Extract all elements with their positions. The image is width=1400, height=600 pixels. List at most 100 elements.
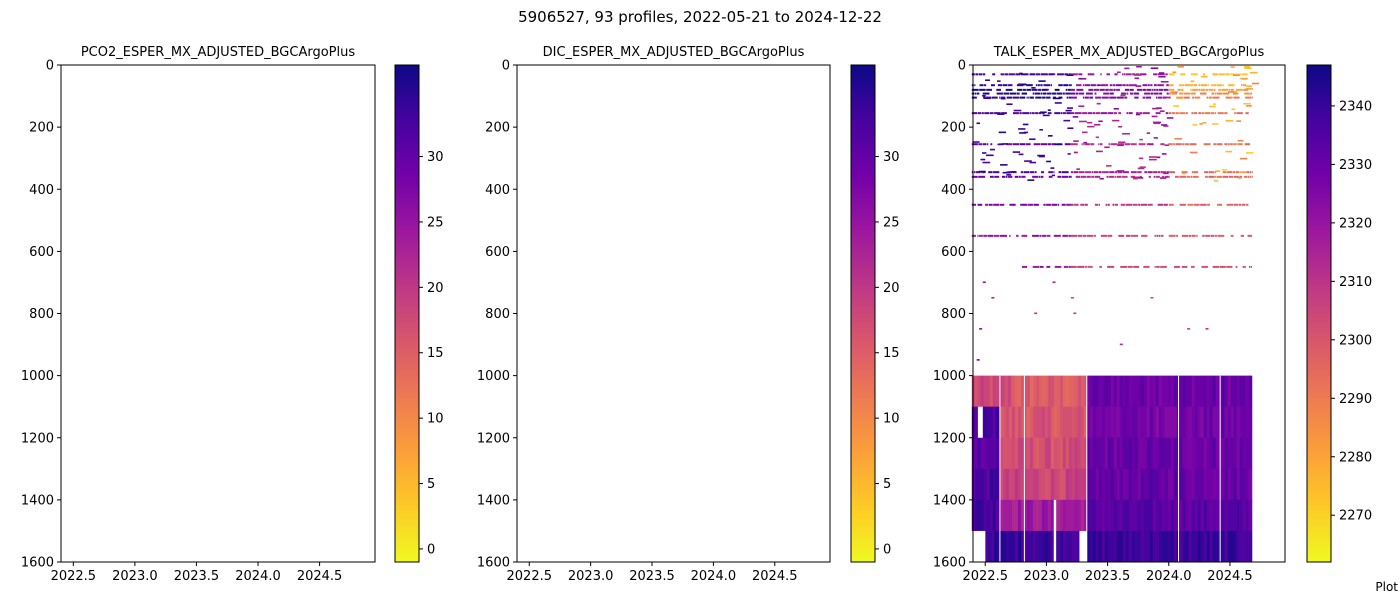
heatmap-cell: [1155, 406, 1160, 439]
heatmap-cell: [974, 437, 979, 470]
heatmap-cell: [1116, 530, 1121, 563]
heatmap-cell: [1128, 499, 1133, 532]
heatmap-cell: [1125, 203, 1133, 206]
heatmap-cell: [1095, 136, 1099, 139]
heatmap-cell: [1018, 128, 1026, 130]
heatmap-cell: [1002, 468, 1007, 501]
heatmap-cell: [1224, 530, 1228, 563]
heatmap-cell: [1014, 468, 1019, 501]
heatmap-cell: [1135, 113, 1141, 116]
heatmap-cell: [1157, 73, 1165, 76]
heatmap-cell: [1179, 406, 1184, 439]
heatmap-cell: [1242, 437, 1246, 470]
heatmap-cell: [1040, 73, 1048, 76]
heatmap-cell: [1062, 437, 1067, 470]
heatmap-cell: [1042, 96, 1046, 99]
heatmap-cell: [991, 296, 995, 299]
heatmap-cell: [1129, 88, 1134, 91]
heatmap-cell: [1094, 175, 1101, 178]
heatmap-cell: [1084, 84, 1091, 87]
heatmap-cell: [1062, 468, 1067, 501]
heatmap-cell: [1065, 92, 1071, 95]
x-tick-label: 2022.5: [507, 569, 553, 584]
heatmap-cell: [1029, 499, 1034, 532]
heatmap-cell: [1035, 406, 1040, 439]
heatmap-cell: [1064, 143, 1071, 146]
heatmap-cell: [1070, 88, 1075, 91]
heatmap-cell: [1197, 406, 1201, 439]
heatmap-cell: [1015, 530, 1019, 563]
heatmap-cell: [1034, 171, 1037, 174]
heatmap-cell: [1022, 123, 1029, 126]
heatmap-cell: [1053, 468, 1058, 501]
heatmap-cell: [1239, 530, 1243, 563]
heatmap-cell: [1251, 406, 1253, 439]
heatmap-cell: [1194, 468, 1199, 501]
heatmap-cell: [996, 80, 1001, 82]
heatmap-cell: [1009, 203, 1016, 206]
heatmap-cell: [1096, 84, 1103, 87]
heatmap-cell: [1167, 406, 1172, 439]
heatmap-cell: [1153, 73, 1158, 76]
heatmap-cell: [986, 375, 991, 407]
heatmap-cell: [1061, 175, 1069, 178]
heatmap-cell: [1228, 175, 1234, 178]
heatmap-cell: [1021, 265, 1028, 268]
heatmap-cell: [988, 203, 993, 206]
heatmap-cell: [1242, 499, 1246, 532]
heatmap-cell: [1200, 530, 1204, 563]
heatmap-cell: [993, 203, 1000, 206]
heatmap-cell: [1168, 175, 1170, 178]
y-tick-label: 800: [29, 307, 54, 322]
heatmap-cell: [1108, 234, 1113, 237]
panel-3: TALK_ESPER_MX_ADJUSTED_BGCArgoPlus 2022.5…: [933, 45, 1372, 584]
heatmap-cell: [1029, 112, 1031, 115]
heatmap-cell: [974, 84, 976, 87]
heatmap-cell: [1054, 88, 1060, 91]
x-tick-label: 2024.5: [297, 569, 343, 584]
heatmap-cell: [1134, 77, 1140, 80]
heatmap-cell: [1161, 406, 1166, 439]
heatmap-cell: [1146, 375, 1151, 407]
heatmap-cell: [1146, 88, 1152, 91]
heatmap-cell: [1243, 175, 1248, 178]
heatmap-cell: [1092, 437, 1097, 470]
heatmap-cell: [1010, 375, 1013, 407]
heatmap-cell: [1138, 157, 1144, 160]
heatmap-cell: [1158, 499, 1163, 532]
heatmap-cell: [1222, 171, 1227, 174]
heatmap-cell: [1050, 468, 1055, 501]
heatmap-cell: [1134, 92, 1140, 95]
heatmap-cell: [1225, 150, 1232, 153]
heatmap-cell: [1194, 375, 1199, 407]
heatmap-cell: [1184, 143, 1190, 146]
heatmap-cell: [1153, 175, 1156, 178]
heatmap-cell: [1086, 468, 1091, 501]
heatmap-cell: [1113, 406, 1118, 439]
heatmap-cell: [1203, 499, 1207, 532]
heatmap-cell: [1138, 203, 1141, 206]
heatmap-cell: [980, 468, 985, 501]
heatmap-cell: [1011, 499, 1016, 532]
heatmap-cell: [1005, 175, 1008, 178]
heatmap-cell: [1052, 97, 1061, 100]
heatmap-cell: [1173, 530, 1178, 563]
heatmap-cell: [1075, 92, 1079, 95]
heatmap-cell: [1024, 375, 1028, 407]
heatmap-cell: [1137, 375, 1142, 407]
heatmap-cell: [1104, 499, 1109, 532]
heatmap-cell: [1036, 375, 1040, 407]
heatmap-cell: [1233, 406, 1237, 439]
heatmap-cell: [1245, 112, 1249, 115]
heatmap-cell: [1017, 468, 1022, 501]
heatmap-cell: [1167, 499, 1172, 532]
heatmap-cell: [1070, 175, 1072, 178]
heatmap-cell: [1016, 92, 1020, 95]
heatmap-cell: [1120, 203, 1126, 206]
x-tick-label: 2024.0: [235, 569, 281, 584]
heatmap-cell: [1203, 468, 1207, 501]
heatmap-cell: [1158, 406, 1163, 439]
heatmap-cell: [1088, 88, 1094, 91]
heatmap-cell: [1109, 175, 1114, 178]
heatmap-cell: [1160, 171, 1167, 174]
